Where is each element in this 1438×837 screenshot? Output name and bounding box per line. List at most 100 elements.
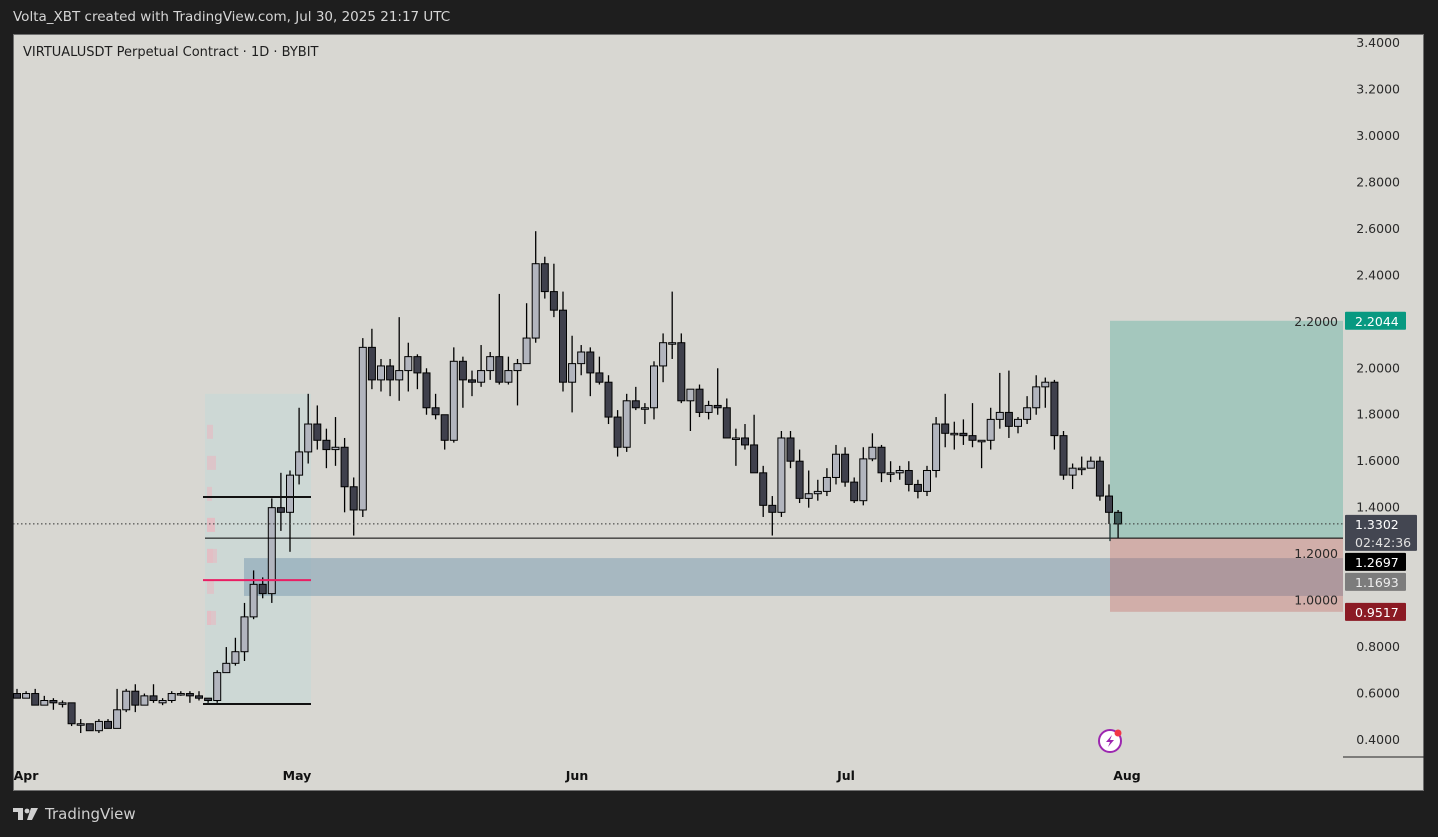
candle-body — [850, 481, 859, 502]
candle-body — [904, 469, 913, 485]
time-tick-label: May — [283, 768, 312, 783]
candle-body — [67, 702, 76, 725]
candle-body — [631, 400, 640, 409]
target-price-tag: 2.2044 — [1355, 314, 1399, 329]
long-position-target-zone[interactable] — [1110, 320, 1343, 538]
candle-body — [950, 432, 959, 436]
candle — [1059, 430, 1068, 480]
price-tick-label: 2.4000 — [1356, 267, 1400, 282]
candle — [832, 444, 840, 485]
entry-price-tag-bg — [1345, 552, 1406, 571]
candle — [631, 386, 640, 411]
candle-body — [795, 460, 804, 499]
candle-body — [832, 453, 840, 478]
candle-body — [413, 356, 422, 374]
price-tick-label: 2.8000 — [1356, 174, 1400, 189]
candle — [977, 439, 986, 469]
long-position-stop-zone[interactable] — [1110, 537, 1343, 612]
candle-body — [1023, 407, 1032, 420]
candle — [158, 698, 167, 706]
candle — [731, 428, 740, 466]
candle-body — [313, 423, 322, 441]
candle — [549, 263, 558, 318]
candle — [1105, 484, 1113, 524]
candle-body — [395, 370, 404, 381]
candle — [477, 345, 486, 387]
stop-price-tag: 0.9517 — [1355, 605, 1399, 620]
candle-body — [422, 372, 431, 409]
candle — [167, 691, 176, 703]
candle — [1095, 456, 1104, 501]
candle — [331, 417, 340, 466]
candle-body — [777, 437, 786, 513]
candle-body — [358, 346, 367, 511]
candle-body — [813, 490, 822, 495]
candle-body — [750, 444, 759, 474]
candle-body — [1032, 386, 1041, 409]
candle — [895, 465, 904, 480]
candle — [395, 317, 404, 401]
candle-body — [185, 693, 194, 697]
last-price-tag: 1.3302 — [1355, 517, 1399, 532]
candle-body — [367, 346, 376, 381]
candle-body — [986, 418, 995, 441]
price-tick-label: 0.4000 — [1356, 732, 1400, 747]
candle-body — [677, 342, 686, 402]
candle-body — [595, 372, 604, 383]
candle — [1004, 370, 1013, 438]
candle-body — [968, 435, 977, 441]
candle-body — [386, 365, 395, 381]
candle — [577, 345, 586, 376]
candle — [559, 291, 567, 392]
candle — [304, 393, 313, 464]
symbol-title: VIRTUALUSDT Perpetual Contract · 1D · BY… — [23, 45, 319, 60]
candle — [650, 361, 658, 420]
volume-profile-bar — [207, 486, 212, 501]
lightning-alert-icon[interactable] — [1098, 729, 1122, 753]
volume-profile-bar — [207, 610, 211, 625]
candle-body — [167, 693, 176, 702]
candle-body — [477, 370, 486, 383]
candle — [431, 393, 440, 420]
candle — [941, 393, 950, 448]
candle — [531, 231, 540, 343]
candle — [822, 468, 831, 497]
candle — [458, 356, 467, 408]
candle-body — [104, 720, 112, 729]
candle — [886, 461, 895, 483]
candle — [422, 368, 431, 415]
candle-body — [959, 432, 968, 437]
price-tick-label: 2.0000 — [1356, 360, 1400, 375]
candle — [367, 328, 376, 390]
candle — [404, 342, 413, 392]
candle-body — [586, 351, 595, 374]
candle-body — [267, 507, 276, 595]
candle-body — [286, 474, 294, 513]
candle — [741, 424, 749, 450]
candle — [913, 479, 922, 499]
candle — [1086, 456, 1095, 469]
candle-body — [158, 700, 167, 704]
candle-body — [13, 693, 21, 699]
candle — [877, 444, 886, 483]
price-tick-label: 0.6000 — [1356, 686, 1400, 701]
candle-body — [1068, 467, 1077, 476]
candle — [695, 384, 704, 418]
zone-price-tag: 1.1693 — [1355, 575, 1399, 590]
candle — [1050, 379, 1059, 450]
candle-body — [140, 695, 149, 706]
candle-body — [94, 720, 103, 732]
candle-body — [522, 337, 531, 365]
candle-body — [995, 411, 1004, 420]
candle — [950, 421, 959, 450]
candle — [750, 414, 759, 474]
candle — [1032, 375, 1041, 415]
candle — [240, 602, 249, 662]
candle-body — [131, 690, 140, 706]
candle — [522, 303, 531, 365]
candle-body — [549, 291, 558, 311]
price-tick-label: 3.2000 — [1356, 81, 1400, 96]
tradingview-logo-icon — [13, 808, 38, 820]
candle-body — [941, 423, 950, 434]
